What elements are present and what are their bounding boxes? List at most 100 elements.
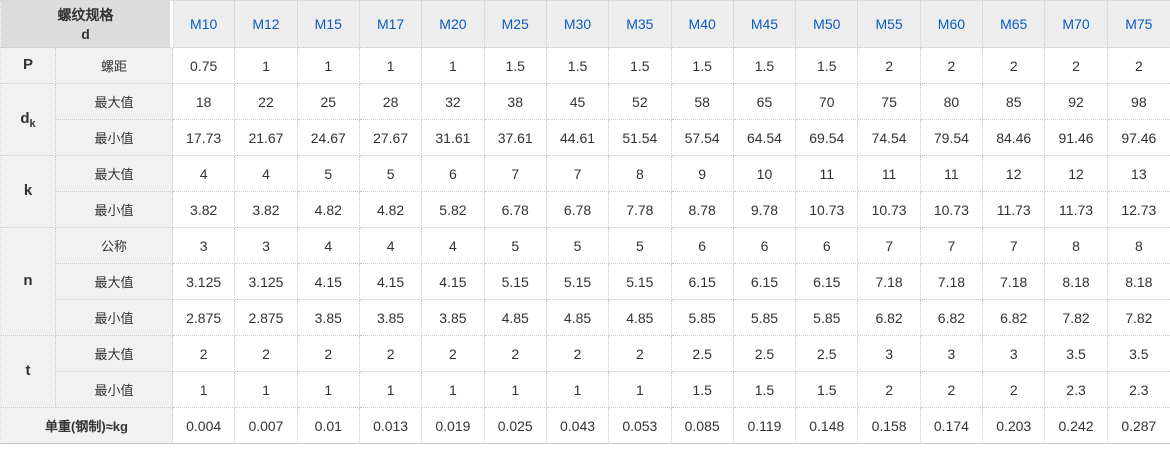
value-cell: 2 — [173, 336, 236, 372]
value-cell: 7.82 — [1045, 300, 1108, 336]
table-row: 最小值 3.82 3.82 4.82 4.82 5.82 6.78 6.78 7.78 8.78… — [1, 192, 1170, 228]
value-cell: 12.73 — [1107, 192, 1170, 228]
value-cell: 24.67 — [297, 120, 360, 156]
value-cell: 4.85 — [609, 300, 672, 336]
value-cell: 12 — [1045, 156, 1108, 192]
value-cell: 0.287 — [1107, 408, 1170, 444]
table-row: dk 最大值 18 22 25 28 32 38 45 52 58 65 70 75 80 85 92 98 — [1, 84, 1170, 156]
value-cell: 4 — [173, 156, 236, 192]
value-cell: 2.5 — [796, 336, 859, 372]
group-letter: k — [23, 181, 33, 199]
value-cell: 64.54 — [733, 120, 797, 156]
row-label: 最小值 — [56, 120, 173, 156]
value-cell: 12 — [983, 156, 1046, 192]
value-cell: 8 — [609, 156, 672, 192]
value-cell: 5.85 — [796, 300, 859, 336]
row-label: 最大值 — [56, 156, 173, 192]
table-row: t 最大值 2 2 2 2 2 2 2 2 2.5 2.5 2.5 3 3 3 3.5 3.5 — [1, 336, 1170, 408]
value-cell: 4.15 — [422, 264, 485, 300]
value-cell: 1 — [359, 48, 423, 84]
value-cell: 5 — [609, 228, 672, 264]
value-cell: 3.82 — [173, 192, 236, 228]
value-cell: 98 — [1107, 84, 1170, 120]
value-cell: 7.78 — [609, 192, 672, 228]
table-header: 螺纹规格 d M10 M12 M15 M17 M20 M25 M30 M35 M… — [1, 1, 1170, 48]
value-cell: 4.82 — [297, 192, 360, 228]
column-header-m40: M40 — [671, 1, 734, 48]
value-cell: 6.15 — [733, 264, 797, 300]
value-cell: 1.5 — [671, 48, 734, 84]
value-cell: 0.085 — [671, 408, 734, 444]
value-cell: 91.46 — [1045, 120, 1108, 156]
value-cell: 2 — [235, 336, 298, 372]
unit-weight-row: 单重(钢制)≈kg 0.004 0.007 0.01 0.013 0.019 0.025 0… — [1, 408, 1170, 444]
value-cell: 7.18 — [983, 264, 1046, 300]
value-cell: 5.15 — [546, 264, 610, 300]
table-row: 最小值 2.875 2.875 3.85 3.85 3.85 4.85 4.85 4.85 5.… — [1, 300, 1170, 336]
value-cell: 31.61 — [422, 120, 485, 156]
column-header-m25: M25 — [484, 1, 547, 48]
value-cell: 3.125 — [235, 264, 298, 300]
row-label: 最小值 — [56, 372, 173, 408]
value-cell: 3.85 — [422, 300, 485, 336]
value-cell: 3 — [858, 336, 921, 372]
value-cell: 0.158 — [858, 408, 921, 444]
table-row: P 螺距 0.75 1 1 1 1 1.5 1.5 1.5 1.5 1.5 1.5 2 2 2 2 2 — [1, 48, 1170, 84]
row-label: 最小值 — [56, 300, 173, 336]
value-cell: 0.013 — [359, 408, 423, 444]
value-cell: 45 — [546, 84, 610, 120]
value-cell: 4 — [359, 228, 423, 264]
value-cell: 3.85 — [297, 300, 360, 336]
value-cell: 8 — [1045, 228, 1108, 264]
value-cell: 3.82 — [235, 192, 298, 228]
value-cell: 1.5 — [733, 372, 797, 408]
table-row: 最小值 1 1 1 1 1 1 1 1 1.5 1.5 1.5 2 2 2 2.3 2.3 — [1, 372, 1170, 408]
value-cell: 11.73 — [983, 192, 1046, 228]
value-cell: 6 — [733, 228, 797, 264]
value-cell: 80 — [920, 84, 984, 120]
column-header-m35: M35 — [609, 1, 672, 48]
value-cell: 10.73 — [796, 192, 859, 228]
table-row: 最小值 17.73 21.67 24.67 27.67 31.61 37.61 44.61 5… — [1, 120, 1170, 156]
value-cell: 58 — [671, 84, 734, 120]
value-cell: 0.019 — [422, 408, 485, 444]
value-cell: 38 — [484, 84, 547, 120]
value-cell: 6.78 — [546, 192, 610, 228]
value-cell: 3 — [173, 228, 236, 264]
value-cell: 0.203 — [983, 408, 1046, 444]
value-cell: 7 — [546, 156, 610, 192]
value-cell: 5 — [297, 156, 360, 192]
header-row: 螺纹规格 d M10 M12 M15 M17 M20 M25 M30 M35 M… — [1, 1, 1170, 48]
value-cell: 2 — [920, 372, 984, 408]
column-header-m60: M60 — [920, 1, 984, 48]
column-header-m75: M75 — [1107, 1, 1170, 48]
value-cell: 7 — [858, 228, 921, 264]
value-cell: 8.18 — [1045, 264, 1108, 300]
value-cell: 1.5 — [796, 372, 859, 408]
group-letter: n — [23, 271, 33, 289]
value-cell: 0.004 — [173, 408, 236, 444]
value-cell: 10.73 — [920, 192, 984, 228]
value-cell: 7.18 — [858, 264, 921, 300]
value-cell: 2 — [858, 48, 921, 84]
column-header-m45: M45 — [733, 1, 797, 48]
value-cell: 4.15 — [297, 264, 360, 300]
value-cell: 27.67 — [359, 120, 423, 156]
group-header-t: t — [1, 336, 56, 408]
value-cell: 3.5 — [1045, 336, 1108, 372]
value-cell: 5.82 — [422, 192, 485, 228]
group-letter: d — [20, 109, 30, 127]
value-cell: 1.5 — [546, 48, 610, 84]
value-cell: 44.61 — [546, 120, 610, 156]
row-label: 螺距 — [56, 48, 173, 84]
value-cell: 7 — [983, 228, 1046, 264]
value-cell: 6 — [422, 156, 485, 192]
value-cell: 2 — [983, 48, 1046, 84]
row-label: 公称 — [56, 228, 173, 264]
value-cell: 6.82 — [858, 300, 921, 336]
column-header-m12: M12 — [235, 1, 298, 48]
value-cell: 3.5 — [1107, 336, 1170, 372]
group-header-dk: dk — [1, 84, 56, 156]
